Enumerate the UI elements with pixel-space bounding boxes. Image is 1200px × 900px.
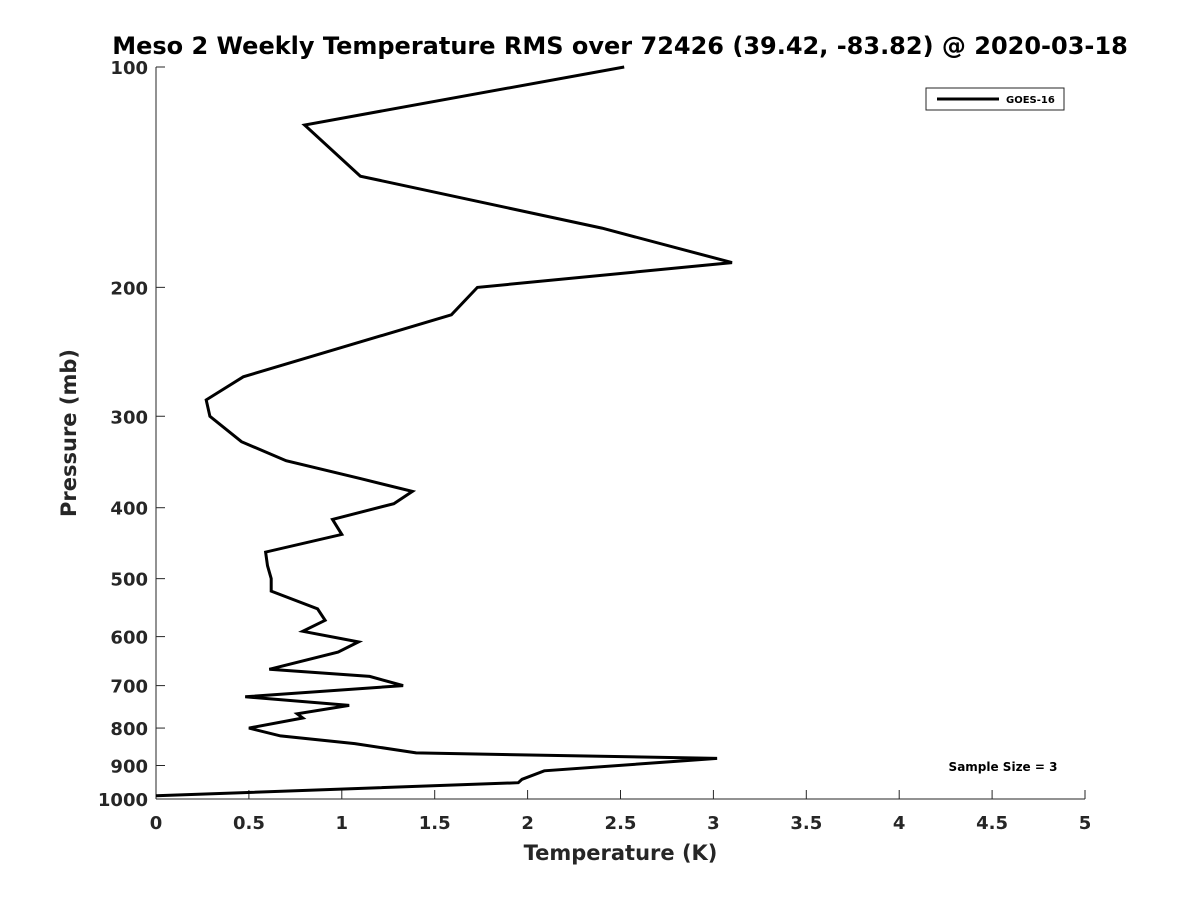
x-tick-label: 2 (521, 813, 534, 834)
x-tick-label: 2.5 (605, 813, 637, 834)
x-tick-label: 4.5 (976, 813, 1008, 834)
x-tick-label: 0.5 (233, 813, 265, 834)
y-tick-label: 400 (110, 499, 148, 520)
y-tick-label: 600 (110, 628, 148, 649)
sample-size-annotation: Sample Size = 3 (949, 760, 1058, 774)
y-tick-label: 1000 (98, 790, 148, 811)
y-tick-label: 100 (110, 58, 148, 79)
y-axis-ticks: 100 200 300 400 500 600 700 800 900 1000 (98, 58, 165, 811)
x-tick-label: 3 (707, 813, 720, 834)
x-axis-ticks: 0 0.5 1 1.5 2 2.5 3 3.5 4 4.5 5 (150, 790, 1092, 834)
x-tick-label: 4 (893, 813, 906, 834)
legend: GOES-16 (925, 87, 1065, 111)
y-tick-label: 700 (110, 677, 148, 698)
y-tick-label: 200 (110, 278, 148, 299)
y-tick-label: 500 (110, 570, 148, 591)
axes (155, 67, 1085, 800)
x-tick-label: 1.5 (419, 813, 451, 834)
chart-title: Meso 2 Weekly Temperature RMS over 72426… (112, 32, 1128, 60)
y-tick-label: 300 (110, 407, 148, 428)
x-tick-label: 3.5 (790, 813, 822, 834)
x-tick-label: 1 (336, 813, 349, 834)
y-tick-label: 800 (110, 719, 148, 740)
y-axis-label: Pressure (mb) (57, 349, 81, 517)
x-tick-label: 0 (150, 813, 163, 834)
x-tick-label: 5 (1079, 813, 1092, 834)
legend-entry-goes-16: GOES-16 (1006, 95, 1055, 106)
series-line-goes-16 (155, 65, 733, 798)
x-axis-label: Temperature (K) (524, 841, 718, 865)
y-tick-label: 900 (110, 757, 148, 778)
